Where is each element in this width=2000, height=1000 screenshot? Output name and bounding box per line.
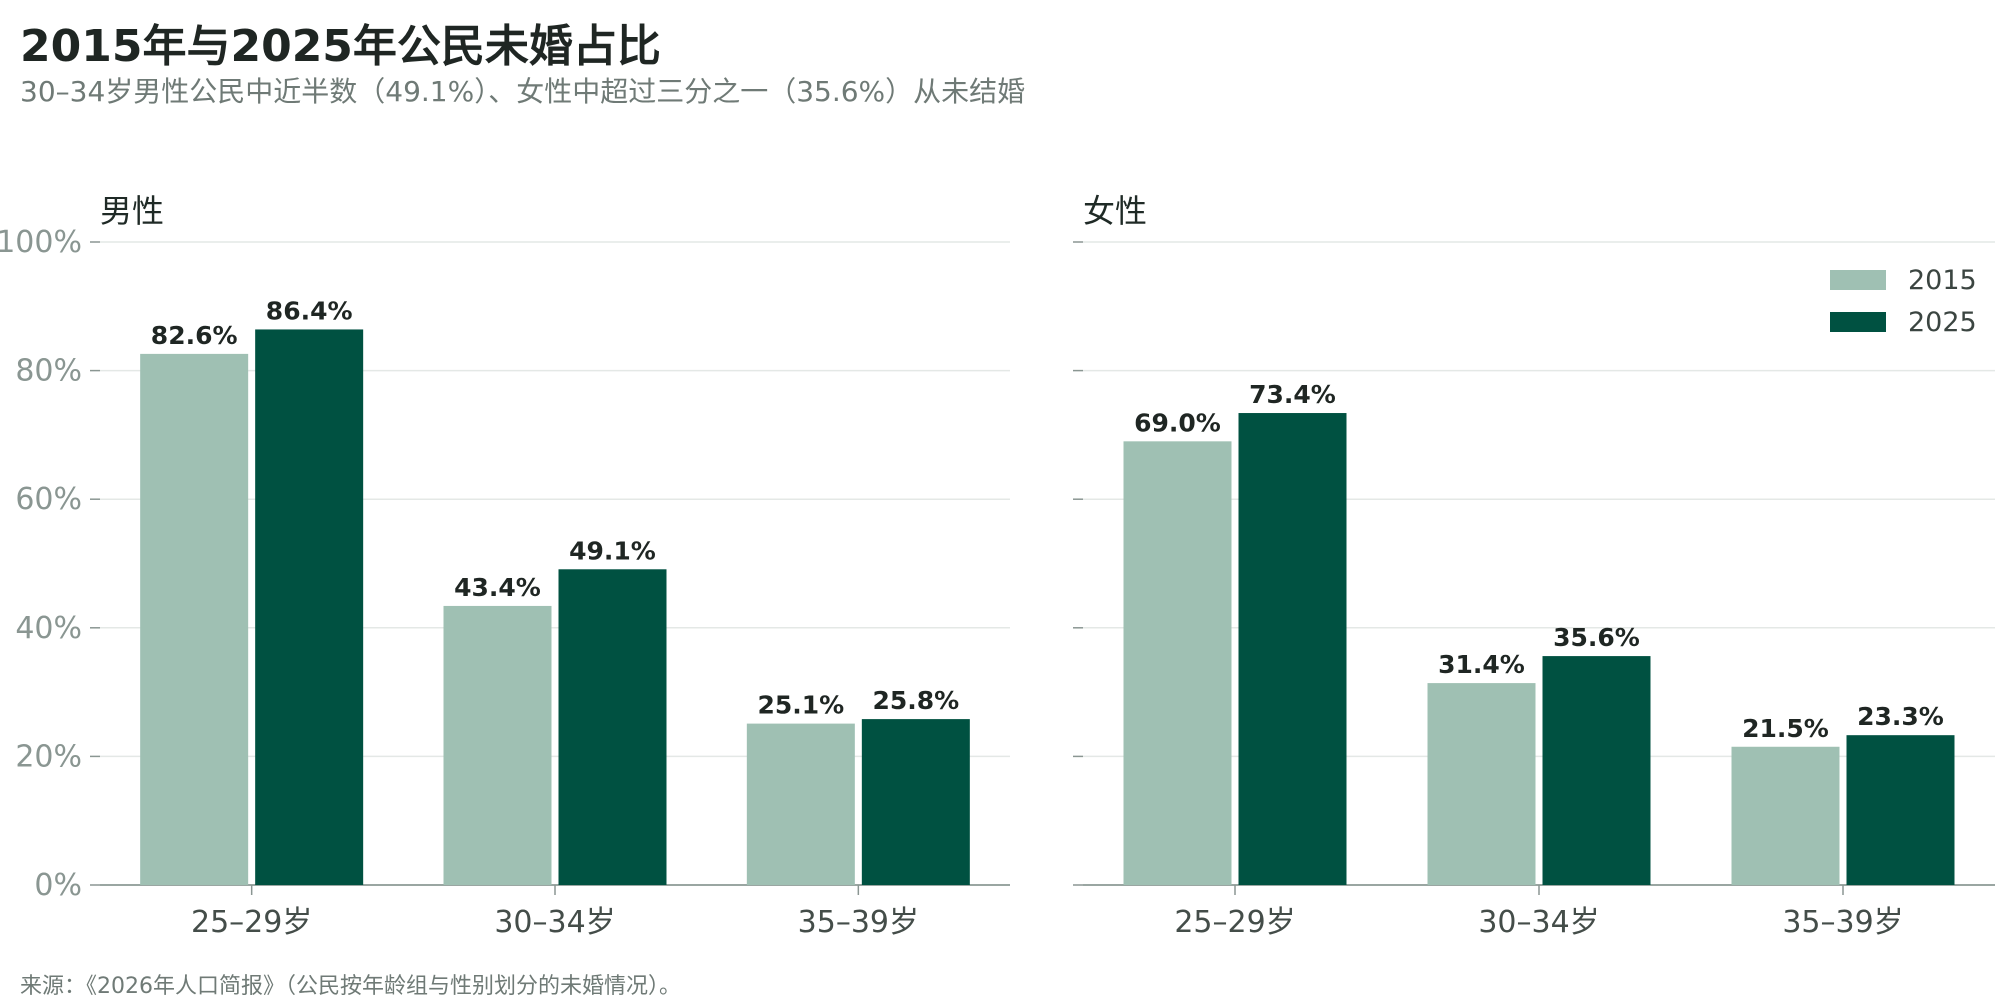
panel-female: 女性 69.0% 73.4% 25–29岁 31.4% 35.6% 30–34岁 21.5%… (1073, 192, 1995, 940)
xtick-label-female-2: 35–39岁 (1782, 905, 1903, 940)
legend-swatch-2025 (1830, 312, 1886, 332)
bar-label-female-2025-2: 23.3% (1857, 702, 1944, 731)
bar-female-2015-2 (1731, 746, 1840, 885)
bar-male-2015-0 (140, 353, 249, 886)
chart-source: 来源：《2026年人口简报》（公民按年龄组与性别划分的未婚情况）。 (20, 974, 681, 999)
legend-swatch-2015 (1830, 270, 1886, 290)
bar-label-male-2015-2: 25.1% (757, 691, 844, 720)
xtick-label-female-1: 30–34岁 (1478, 905, 1599, 940)
ytick-label-male-2: 40% (15, 611, 82, 646)
bar-female-2015-1 (1427, 683, 1536, 885)
bar-label-female-2025-0: 73.4% (1249, 380, 1336, 409)
bar-female-2015-0 (1123, 441, 1232, 885)
bar-male-2025-2 (861, 719, 970, 885)
xtick-label-male-0: 25–29岁 (191, 905, 312, 940)
legend-label-2015: 2015 (1908, 265, 1977, 296)
bar-label-male-2015-0: 82.6% (151, 321, 238, 350)
ytick-label-male-1: 20% (15, 739, 82, 774)
bar-label-female-2025-1: 35.6% (1553, 623, 1640, 652)
ytick-label-male-5: 100% (0, 225, 82, 260)
bar-label-male-2025-2: 25.8% (872, 686, 959, 715)
ytick-label-male-0: 0% (34, 868, 82, 903)
bar-male-2025-0 (255, 329, 364, 885)
ytick-label-male-3: 60% (15, 482, 82, 517)
legend-label-2025: 2025 (1908, 307, 1977, 338)
bar-male-2015-1 (443, 605, 552, 885)
bar-female-2025-2 (1846, 735, 1955, 885)
ytick-label-male-4: 80% (15, 354, 82, 389)
xtick-label-male-2: 35–39岁 (798, 905, 919, 940)
legend: 2015 2025 (1830, 265, 1977, 338)
chart-subtitle: 30–34岁男性公民中近半数（49.1%）、女性中超过三分之一（35.6%）从未… (20, 75, 1026, 108)
bar-female-2025-0 (1238, 413, 1347, 885)
bar-male-2015-2 (746, 723, 855, 885)
panel-male: 男性 0% 20% 40% 60% 80% 100% 82.6% 86.4% 25–29岁 43.… (0, 192, 1010, 940)
bar-label-female-2015-2: 21.5% (1742, 714, 1829, 743)
bar-label-female-2015-0: 69.0% (1134, 408, 1221, 437)
xtick-label-female-0: 25–29岁 (1174, 905, 1295, 940)
bar-label-male-2025-1: 49.1% (569, 536, 656, 565)
bar-label-female-2015-1: 31.4% (1438, 650, 1525, 679)
bar-label-male-2025-0: 86.4% (266, 296, 353, 325)
xtick-label-male-1: 30–34岁 (494, 905, 615, 940)
panel-title-male: 男性 (100, 192, 164, 230)
bar-male-2025-1 (558, 569, 667, 885)
panel-title-female: 女性 (1083, 192, 1147, 230)
bar-female-2025-1 (1542, 656, 1651, 885)
bar-label-male-2015-1: 43.4% (454, 573, 541, 602)
chart-title: 2015年与2025年公民未婚占比 (20, 21, 661, 72)
